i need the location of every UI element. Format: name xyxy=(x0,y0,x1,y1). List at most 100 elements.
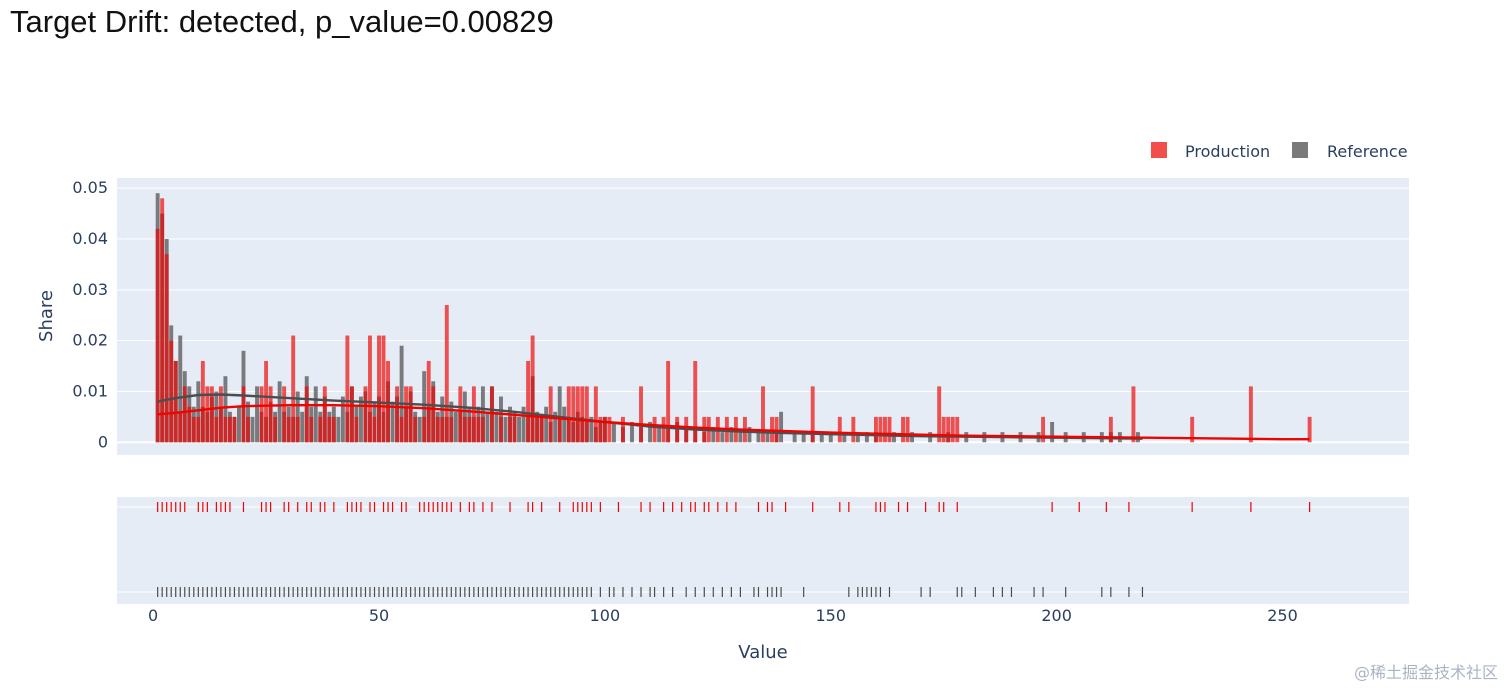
production-bar xyxy=(377,335,381,443)
legend-label-reference: Reference xyxy=(1327,142,1408,161)
production-bar xyxy=(467,416,472,443)
production-bar xyxy=(761,386,765,443)
reference-bar xyxy=(336,416,341,443)
production-bar xyxy=(774,416,779,443)
production-bar xyxy=(322,386,327,443)
reference-bar xyxy=(422,371,427,443)
reference-bar xyxy=(765,432,770,443)
production-bar xyxy=(598,416,603,443)
production-bar xyxy=(178,411,183,443)
production-bar xyxy=(901,416,906,443)
histogram-plot: 0 0.01 0.02 0.03 0.04 0.05 Share xyxy=(36,178,1409,455)
production-bar xyxy=(368,335,372,443)
production-bar xyxy=(602,416,607,443)
production-bar xyxy=(462,416,467,443)
production-bar xyxy=(291,335,296,443)
reference-rug xyxy=(157,587,1144,597)
production-bar xyxy=(169,340,174,443)
production-bar xyxy=(282,386,287,443)
production-bar xyxy=(435,416,440,443)
rug-plot-background xyxy=(117,497,1409,604)
legend-item-production[interactable]: Production xyxy=(1151,142,1270,161)
production-bar xyxy=(408,386,413,443)
reference-bar xyxy=(756,432,761,443)
production-bar xyxy=(354,416,359,443)
legend[interactable]: Production Reference xyxy=(1151,142,1408,161)
production-bar xyxy=(259,386,264,443)
production-bar xyxy=(499,416,503,443)
reference-bar xyxy=(399,345,404,443)
reference-bar xyxy=(485,411,490,443)
production-bar xyxy=(331,416,336,443)
reference-bar xyxy=(589,416,594,443)
production-bar xyxy=(566,386,571,443)
production-bar xyxy=(413,416,418,443)
x-tick-label: 100 xyxy=(590,606,621,625)
reference-bar xyxy=(611,421,616,443)
production-bar xyxy=(200,360,205,443)
reference-bar xyxy=(553,411,558,443)
reference-bar xyxy=(521,406,526,443)
kde-line-production xyxy=(157,404,1310,441)
legend-item-reference[interactable]: Reference xyxy=(1292,142,1408,161)
production-bar xyxy=(431,386,436,443)
production-bar xyxy=(593,386,598,443)
y-tick-label: 0 xyxy=(98,432,108,451)
production-bar xyxy=(946,416,951,443)
production-bars xyxy=(155,198,1312,443)
reference-bar xyxy=(223,376,228,443)
reference-bar xyxy=(340,396,345,443)
production-bar xyxy=(489,386,494,443)
reference-bar xyxy=(300,411,305,443)
production-bar xyxy=(363,386,368,443)
reference-bar xyxy=(711,427,716,443)
production-bar xyxy=(580,386,585,443)
y-tick-label: 0.03 xyxy=(72,280,108,299)
production-bar xyxy=(526,360,531,443)
y-tick-label: 0.05 xyxy=(72,178,108,197)
production-bar xyxy=(878,416,883,443)
x-tick-label: 0 xyxy=(148,606,158,625)
production-bar xyxy=(1307,416,1312,443)
production-bar xyxy=(883,416,887,443)
x-tick-label: 50 xyxy=(369,606,389,625)
production-bar xyxy=(873,416,878,443)
reference-bar xyxy=(494,411,499,443)
production-bar xyxy=(381,335,386,443)
production-bar xyxy=(187,406,192,443)
reference-bar xyxy=(250,416,255,443)
production-bar xyxy=(232,416,237,443)
legend-label-production: Production xyxy=(1185,142,1270,161)
production-bar xyxy=(620,416,625,443)
production-bar xyxy=(1190,416,1195,443)
production-bar xyxy=(404,386,409,443)
production-bar xyxy=(693,360,698,443)
reference-bar xyxy=(747,427,752,443)
y-tick-label: 0.02 xyxy=(72,331,108,350)
production-bar xyxy=(304,386,309,443)
production-bar xyxy=(458,386,463,443)
production-bar xyxy=(941,416,946,443)
legend-swatch-production xyxy=(1151,142,1167,158)
production-bar xyxy=(512,416,517,443)
production-bar xyxy=(1041,416,1046,443)
production-bar xyxy=(426,360,431,443)
y-tick-label: 0.01 xyxy=(72,381,108,400)
production-bar xyxy=(530,335,535,443)
production-bar xyxy=(164,254,169,443)
production-bar xyxy=(575,386,580,443)
production-bar xyxy=(557,416,562,443)
reference-bar xyxy=(738,432,743,443)
reference-bar xyxy=(557,386,562,443)
production-bar xyxy=(837,416,842,443)
y-tick-label: 0.04 xyxy=(72,229,108,248)
production-bar xyxy=(227,416,232,443)
reference-bar xyxy=(864,432,869,443)
production-bar xyxy=(295,416,300,443)
watermark: @稀土掘金技术社区 xyxy=(1353,663,1498,682)
reference-bar xyxy=(720,432,725,443)
production-bar xyxy=(666,360,671,443)
reference-bar xyxy=(801,432,806,443)
reference-bar xyxy=(313,386,318,443)
